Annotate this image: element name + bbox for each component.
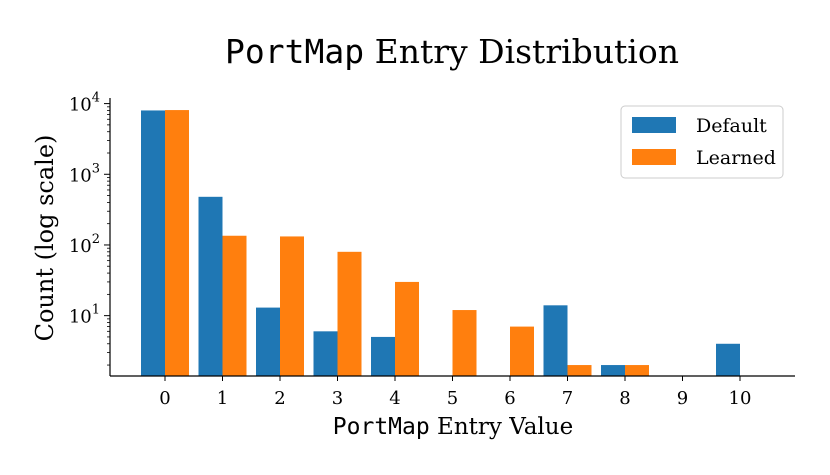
legend: Default Learned <box>620 105 784 179</box>
bar-learned-7 <box>567 365 592 376</box>
y-tick-label-3: 103 <box>69 161 100 186</box>
chart-title-code: PortMap <box>225 32 364 71</box>
x-tick-label-7: 7 <box>562 388 573 409</box>
y-ticks: 101 102 103 104 <box>69 91 110 366</box>
x-ticks: 0 1 2 3 4 5 6 7 8 9 10 <box>159 376 751 409</box>
x-tick-label-0: 0 <box>159 388 170 409</box>
bar-default-1 <box>198 196 223 376</box>
bar-default-8 <box>601 365 625 376</box>
chart-title: PortMap Entry Distribution <box>225 32 679 71</box>
x-tick-label-5: 5 <box>447 388 458 409</box>
bar-learned-0 <box>165 110 189 377</box>
x-tick-label-1: 1 <box>217 388 228 409</box>
bar-default-7 <box>543 305 568 376</box>
bar-default-10 <box>716 343 740 376</box>
bar-learned-2 <box>280 236 304 376</box>
y-axis-label: Count (log scale) <box>31 135 59 342</box>
bar-learned-5 <box>452 310 477 376</box>
bar-learned-1 <box>222 235 247 376</box>
bar-learned-3 <box>337 251 362 376</box>
x-tick-label-6: 6 <box>504 388 515 409</box>
chart-title-rest: Entry Distribution <box>364 32 679 71</box>
bar-learned-6 <box>510 326 534 376</box>
x-tick-label-8: 8 <box>619 388 630 409</box>
x-axis-label-rest: Entry Value <box>430 414 573 440</box>
x-tick-label-10: 10 <box>729 388 752 409</box>
bar-default-4 <box>371 336 395 376</box>
x-tick-label-9: 9 <box>677 388 688 409</box>
y-tick-label-4: 104 <box>69 91 100 116</box>
y-tick-label-2: 102 <box>69 232 100 257</box>
x-tick-label-4: 4 <box>389 388 400 409</box>
legend-swatch-learned <box>632 149 676 165</box>
x-tick-label-3: 3 <box>332 388 343 409</box>
legend-label-learned: Learned <box>696 147 776 169</box>
bar-default-0 <box>141 110 165 376</box>
bar-default-2 <box>256 307 280 376</box>
x-axis-label-code: PortMap <box>333 414 430 440</box>
legend-label-default: Default <box>696 115 767 137</box>
x-axis-label: PortMap Entry Value <box>333 414 573 440</box>
legend-swatch-default <box>632 117 676 133</box>
bars <box>141 110 740 377</box>
y-tick-label-1: 101 <box>69 303 100 328</box>
bar-learned-8 <box>625 365 649 376</box>
x-tick-label-2: 2 <box>274 388 285 409</box>
bar-default-3 <box>313 331 338 376</box>
bar-learned-4 <box>395 281 419 376</box>
